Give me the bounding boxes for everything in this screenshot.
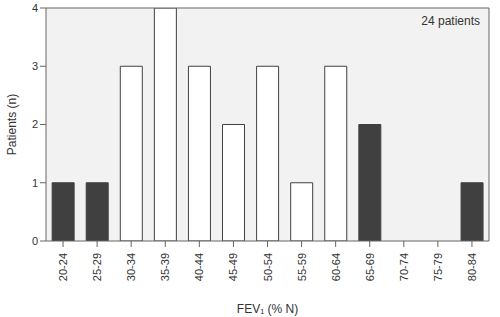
svg-text:70-74: 70-74: [398, 253, 410, 281]
svg-text:55-59: 55-59: [296, 253, 308, 281]
svg-text:50-54: 50-54: [262, 253, 274, 281]
svg-text:30-34: 30-34: [125, 253, 137, 281]
svg-text:4: 4: [32, 2, 38, 14]
svg-text:45-49: 45-49: [227, 253, 239, 281]
svg-text:2: 2: [32, 118, 38, 130]
svg-text:Patients (n): Patients (n): [8, 94, 19, 155]
svg-text:20-24: 20-24: [57, 253, 69, 281]
svg-text:80-84: 80-84: [466, 253, 478, 281]
svg-text:75-79: 75-79: [432, 253, 444, 281]
svg-text:3: 3: [32, 60, 38, 72]
svg-text:65-69: 65-69: [364, 253, 376, 281]
svg-text:35-39: 35-39: [159, 253, 171, 281]
svg-text:40-44: 40-44: [193, 253, 205, 281]
svg-text:FEV₁ (% N): FEV₁ (% N): [237, 302, 298, 316]
svg-text:25-29: 25-29: [91, 253, 103, 281]
svg-text:0: 0: [32, 235, 38, 247]
html-text:24 patients: 24 patients: [421, 14, 480, 28]
svg-text:1: 1: [32, 177, 38, 189]
svg-text:60-64: 60-64: [330, 253, 342, 281]
